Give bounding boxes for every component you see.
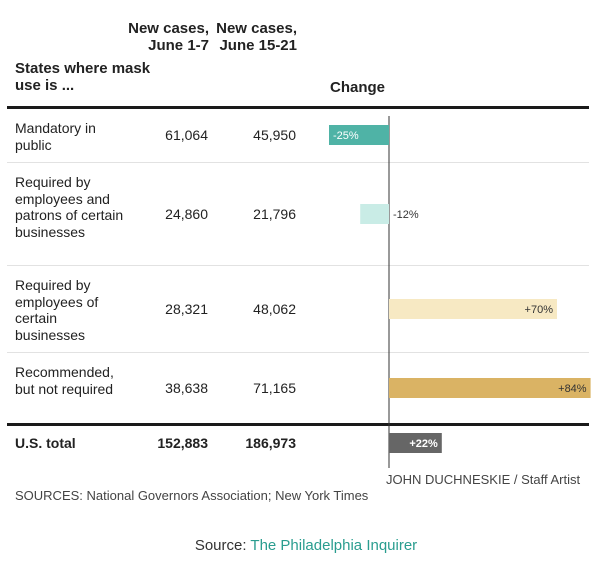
source-footer: Source: The Philadelphia Inquirer (0, 537, 612, 554)
row-june1: 38,638 (165, 380, 208, 396)
row-june1: 61,064 (165, 127, 208, 143)
row-june15: 21,796 (253, 206, 296, 222)
total-june15: 186,973 (245, 435, 296, 451)
header-rule (7, 106, 589, 109)
source-prefix: Source: (194, 537, 251, 554)
change-bar (389, 299, 557, 319)
total-rule (7, 423, 589, 426)
row-label: Recommended, but not required (15, 364, 114, 397)
row-divider (7, 352, 589, 353)
row-label: Mandatory in public (15, 120, 96, 153)
change-data-label: +84% (558, 383, 587, 395)
row-divider (7, 265, 589, 266)
total-label: U.S. total (15, 435, 76, 451)
change-bar-chart: -25% -12% +70% +84% +22% (329, 116, 591, 468)
header-june15: New cases, June 15-21 (216, 20, 297, 54)
change-data-label: +70% (525, 304, 554, 316)
header-change: Change (330, 79, 386, 96)
total-june1: 152,883 (157, 435, 208, 451)
row-label: Required by employees and patrons of cer… (15, 174, 124, 240)
sources-note: SOURCES: National Governors Association;… (15, 488, 369, 503)
row-june1: 24,860 (165, 206, 208, 222)
row-divider (7, 162, 589, 163)
change-bar (329, 125, 389, 145)
staff-credit: JOHN DUCHNESKIE / Staff Artist (386, 472, 581, 487)
change-bar (389, 433, 442, 453)
row-june15: 45,950 (253, 127, 296, 143)
row-june15: 71,165 (253, 380, 296, 396)
row-june1: 28,321 (165, 301, 208, 317)
change-data-label: +22% (409, 438, 438, 450)
change-data-label: -12% (393, 209, 419, 221)
header-states: States where mask use is ... (15, 60, 151, 94)
row-june15: 48,062 (253, 301, 296, 317)
change-bar (389, 378, 591, 398)
source-link[interactable]: The Philadelphia Inquirer (250, 537, 418, 554)
row-label: Required by employees of certain busines… (15, 277, 99, 343)
header-june1: New cases, June 1-7 (128, 20, 209, 54)
change-data-label: -25% (333, 130, 359, 142)
change-bar (360, 204, 389, 224)
